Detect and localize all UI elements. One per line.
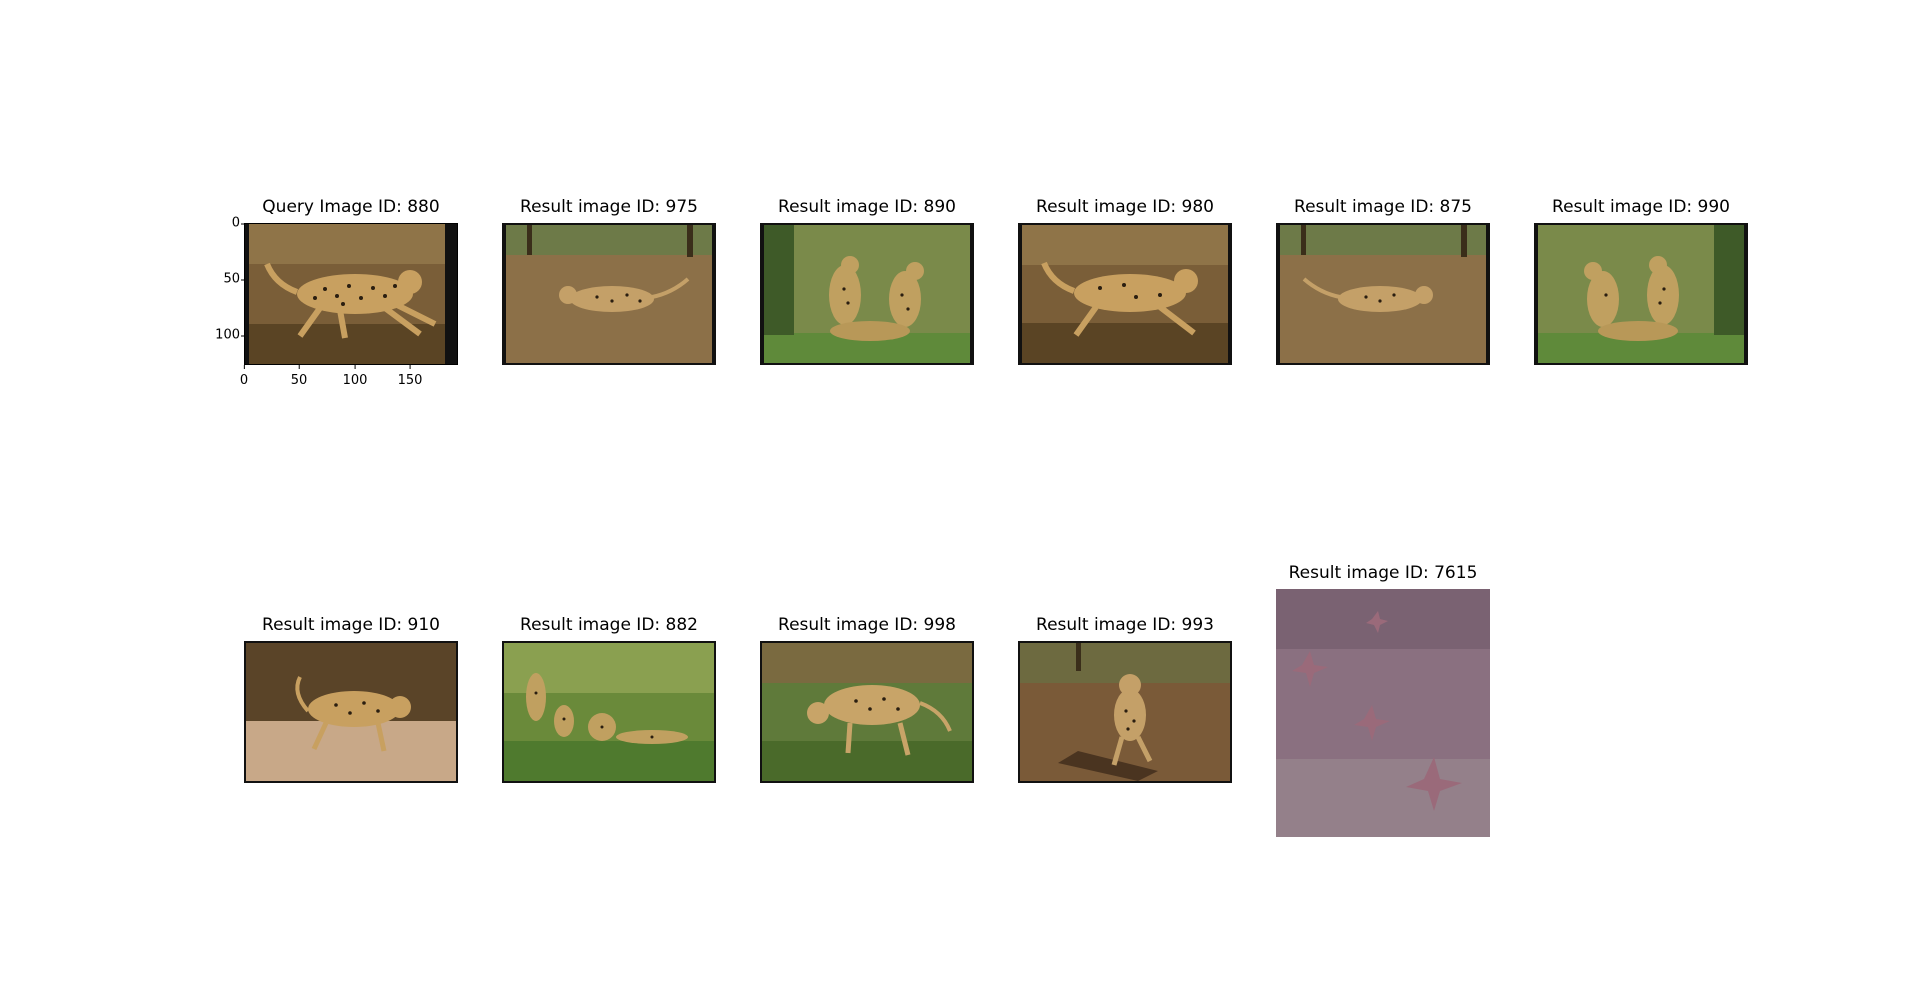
result-panel: Result image ID: 910	[244, 615, 458, 783]
query-panel: Query Image ID: 880	[215, 197, 458, 388]
result-title: Result image ID: 975	[520, 197, 698, 217]
result-title: Result image ID: 882	[520, 615, 698, 635]
result-title: Result image ID: 990	[1552, 197, 1730, 217]
result-title: Result image ID: 998	[778, 615, 956, 635]
y-tick-50: 50	[223, 271, 245, 287]
result-image[interactable]	[1534, 223, 1748, 365]
result-panel: Result image ID: 993	[1018, 615, 1232, 783]
result-panel: Result image ID: 980	[1018, 197, 1232, 365]
query-image[interactable]	[244, 223, 458, 365]
result-panel: Result image ID: 882	[502, 615, 716, 783]
result-panel: Result image ID: 875	[1276, 197, 1490, 365]
result-image[interactable]	[502, 641, 716, 783]
result-image[interactable]	[502, 223, 716, 365]
result-title: Result image ID: 910	[262, 615, 440, 635]
result-panel: Result image ID: 890	[760, 197, 974, 365]
result-image[interactable]	[1276, 223, 1490, 365]
y-tick-0: 0	[231, 215, 246, 231]
result-panel: Result image ID: 975	[502, 197, 716, 365]
result-image[interactable]	[1018, 223, 1232, 365]
y-tick-100: 100	[215, 327, 245, 343]
x-tick-150: 150	[397, 365, 423, 388]
x-tick-0: 0	[239, 365, 249, 388]
result-title: Result image ID: 875	[1294, 197, 1472, 217]
result-image[interactable]	[760, 641, 974, 783]
x-tick-50: 50	[290, 365, 308, 388]
result-title: Result image ID: 890	[778, 197, 956, 217]
result-image[interactable]	[760, 223, 974, 365]
result-panel: Result image ID: 7615	[1276, 563, 1490, 837]
result-title: Result image ID: 980	[1036, 197, 1214, 217]
result-panel: Result image ID: 998	[760, 615, 974, 783]
result-image[interactable]	[1018, 641, 1232, 783]
result-image[interactable]	[244, 641, 458, 783]
result-title: Result image ID: 993	[1036, 615, 1214, 635]
x-tick-100: 100	[342, 365, 368, 388]
result-panel: Result image ID: 990	[1534, 197, 1748, 365]
result-image[interactable]	[1276, 589, 1490, 837]
result-title: Result image ID: 7615	[1288, 563, 1478, 583]
query-title: Query Image ID: 880	[262, 197, 440, 217]
